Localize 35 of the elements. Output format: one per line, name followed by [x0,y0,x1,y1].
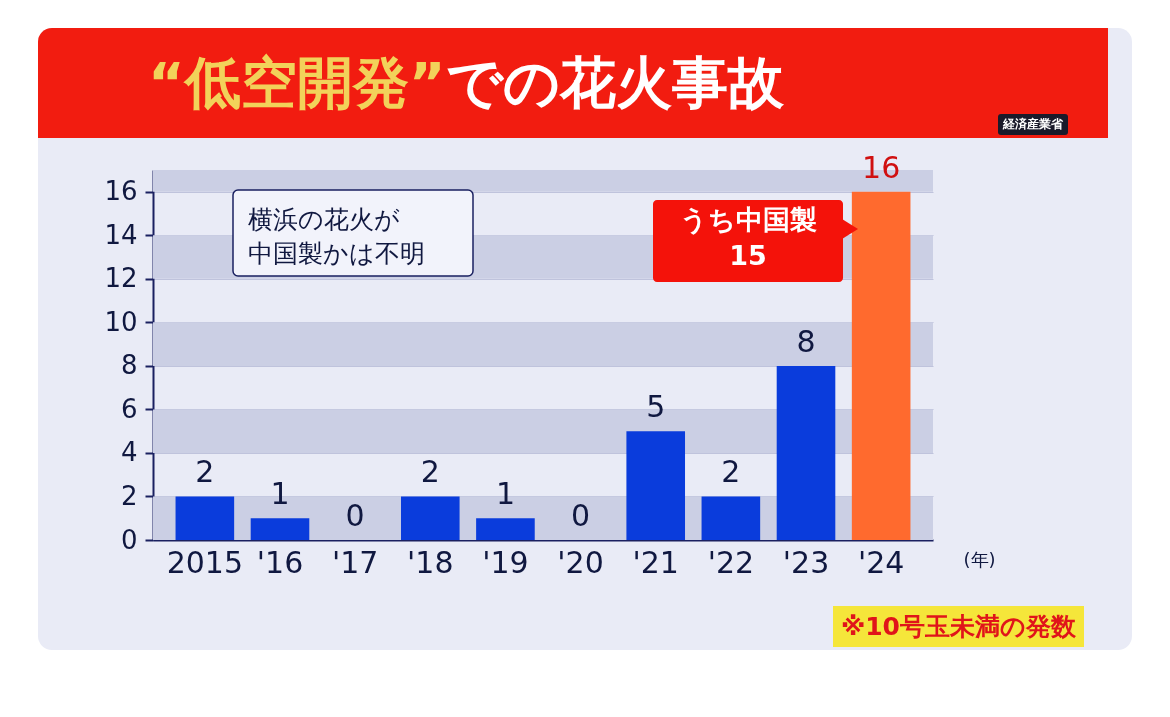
data-label: 2 [420,454,440,490]
data-label: 2 [721,454,741,490]
data-label: 1 [495,476,515,512]
x-tick-label: '23 [782,544,830,580]
data-label: 0 [345,498,365,533]
x-tick-label: '17 [331,544,379,580]
x-axis-title: (年) [963,548,996,570]
data-label: 0 [571,498,591,533]
y-tick-label: 14 [104,219,138,250]
annotation: 横浜の花火が中国製かは不明 [248,205,425,268]
text: 経済産業省 [998,114,1068,135]
y-tick-label: 2 [120,480,138,511]
x-tick-label: '20 [557,544,604,580]
annotation: うち中国製 15 [679,204,817,271]
y-tick-label: 10 [104,306,138,337]
x-tick-label: '24 [857,544,905,580]
x-tick-label: '21 [632,544,679,580]
x-tick-label: '19 [482,544,529,580]
data-label: 1 [270,476,290,512]
text: ※10号玉未満の発数 [832,606,1084,647]
data-label: 2 [195,454,215,490]
x-tick-label: '22 [707,544,755,580]
x-tick-label: '16 [256,544,304,580]
data-label: 8 [796,323,816,359]
x-tick-label: 2015 [166,544,244,580]
chart-title: “低空開発”での花火事故 [148,49,784,117]
y-tick-label: 6 [120,393,138,424]
y-tick-label: 12 [104,263,138,294]
data-label: 5 [646,389,666,425]
x-tick-label: '18 [407,544,454,580]
data-label: 16 [862,149,901,185]
y-tick-label: 0 [120,524,138,555]
y-tick-label: 4 [120,437,138,468]
y-tick-label: 8 [120,350,138,381]
y-tick-label: 16 [104,176,138,207]
